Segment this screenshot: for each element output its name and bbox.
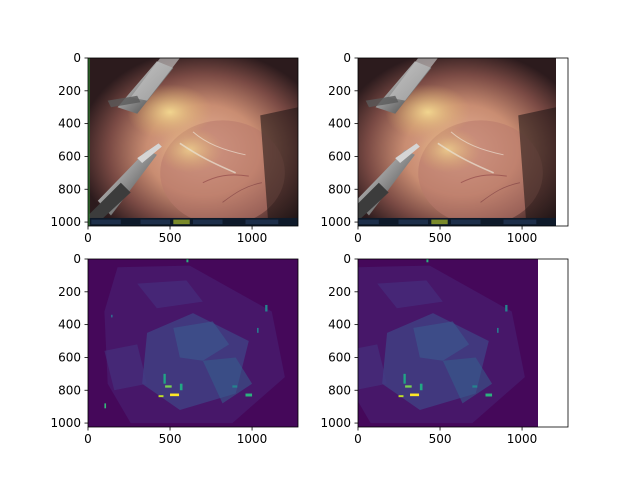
x-tick-label: 500 bbox=[159, 432, 182, 446]
x-tick-label: 1000 bbox=[507, 432, 538, 446]
x-tick-label: 0 bbox=[84, 432, 92, 446]
y-tick-label: 800 bbox=[328, 383, 351, 397]
x-tick-label: 500 bbox=[429, 432, 452, 446]
y-tick-label: 400 bbox=[328, 117, 351, 131]
axes-frame bbox=[357, 57, 569, 227]
axes-frame bbox=[357, 258, 569, 428]
y-tick-label: 400 bbox=[328, 318, 351, 332]
y-tick-label: 400 bbox=[58, 117, 81, 131]
axes-frame bbox=[87, 258, 299, 428]
x-tick-label: 1000 bbox=[237, 432, 268, 446]
y-tick-label: 200 bbox=[58, 285, 81, 299]
x-tick-label: 1000 bbox=[507, 231, 538, 245]
y-tick-label: 0 bbox=[343, 252, 351, 266]
y-tick-label: 800 bbox=[328, 182, 351, 196]
x-tick-label: 1000 bbox=[237, 231, 268, 245]
disparity-heatmap bbox=[88, 259, 298, 427]
surgical-image bbox=[88, 58, 298, 226]
x-tick-label: 0 bbox=[84, 231, 92, 245]
y-tick-label: 200 bbox=[58, 84, 81, 98]
y-tick-label: 1000 bbox=[50, 215, 81, 229]
y-tick-label: 0 bbox=[343, 51, 351, 65]
surgical-image bbox=[358, 58, 557, 226]
y-tick-label: 600 bbox=[328, 350, 351, 364]
y-tick-label: 1000 bbox=[320, 416, 351, 430]
y-tick-label: 0 bbox=[73, 51, 81, 65]
y-tick-label: 200 bbox=[328, 84, 351, 98]
y-tick-label: 600 bbox=[328, 149, 351, 163]
y-tick-label: 200 bbox=[328, 285, 351, 299]
x-tick-label: 0 bbox=[354, 231, 362, 245]
y-tick-label: 1000 bbox=[320, 215, 351, 229]
y-tick-label: 800 bbox=[58, 182, 81, 196]
y-tick-label: 800 bbox=[58, 383, 81, 397]
disparity-heatmap bbox=[358, 259, 538, 427]
x-tick-label: 500 bbox=[429, 231, 452, 245]
axes-frame bbox=[87, 57, 299, 227]
y-tick-label: 1000 bbox=[50, 416, 81, 430]
y-tick-label: 400 bbox=[58, 318, 81, 332]
y-tick-label: 600 bbox=[58, 350, 81, 364]
y-tick-label: 600 bbox=[58, 149, 81, 163]
y-tick-label: 0 bbox=[73, 252, 81, 266]
x-tick-label: 0 bbox=[354, 432, 362, 446]
x-tick-label: 500 bbox=[159, 231, 182, 245]
